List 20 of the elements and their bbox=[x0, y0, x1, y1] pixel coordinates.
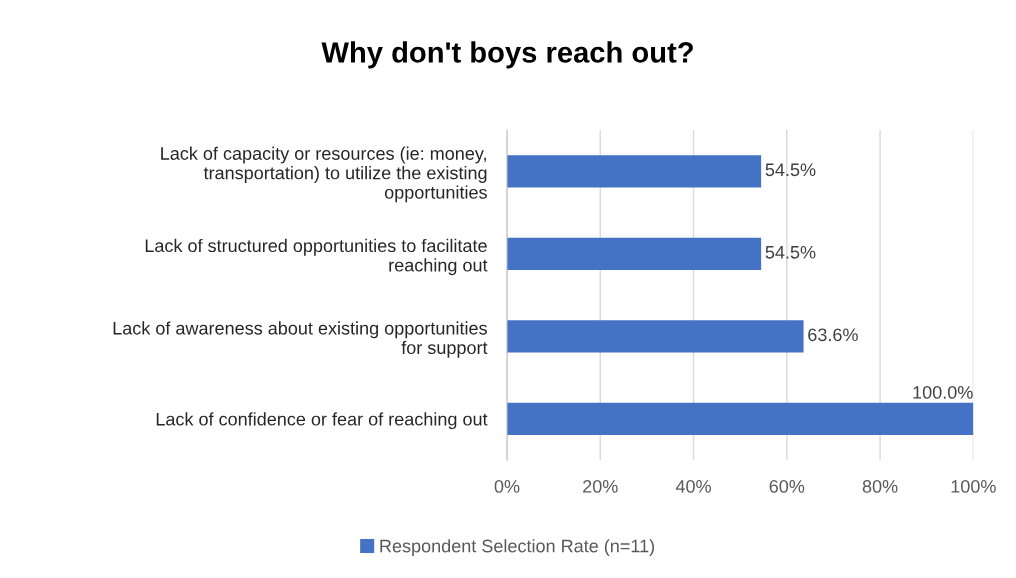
bar bbox=[506, 320, 804, 353]
x-tick-label: 40% bbox=[675, 480, 711, 493]
x-tick-label: 100% bbox=[951, 480, 996, 493]
data-label: 100.0% bbox=[913, 385, 973, 399]
x-tick-label: 60% bbox=[769, 480, 805, 493]
x-tick-label: 20% bbox=[583, 480, 618, 493]
bar bbox=[506, 155, 762, 188]
y-tick-label: Lack of structured opportunities to facilitate reaching out bbox=[145, 238, 488, 276]
bar bbox=[506, 237, 762, 270]
y-tick-label: Lack of capacity or resources (ie: money, transportation) to utilize the existing opportunities bbox=[161, 146, 487, 203]
x-tick-label: 0% bbox=[494, 480, 520, 493]
data-label: 54.5% bbox=[765, 163, 816, 177]
chart-title: Why don't boys reach out? bbox=[321, 41, 693, 69]
legend-label: Respondent Selection Rate (n=11) bbox=[380, 539, 655, 556]
y-tick-label: Lack of confidence or fear of reaching out bbox=[156, 412, 488, 430]
data-label: 54.5% bbox=[765, 245, 816, 259]
x-tick-label: 80% bbox=[862, 480, 898, 493]
y-tick-label: Lack of awareness about existing opportunities for support bbox=[113, 321, 488, 358]
data-label: 63.6% bbox=[808, 328, 858, 342]
bar bbox=[506, 402, 974, 435]
